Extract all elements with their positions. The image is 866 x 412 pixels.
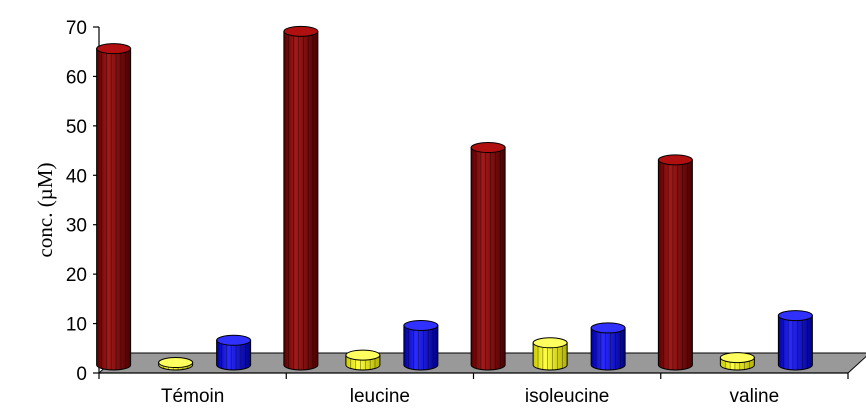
x-tick-label: isoleucine: [525, 386, 610, 407]
y-tick-label: 50: [66, 117, 87, 138]
bar-top: [470, 142, 506, 154]
bar-body: [657, 159, 693, 371]
x-tick-label: Témoin: [161, 386, 224, 407]
bar-body: [777, 315, 813, 371]
bar-body: [470, 147, 506, 371]
bar: [657, 154, 693, 371]
bar-top: [216, 334, 252, 346]
y-tick-label: 30: [66, 216, 87, 237]
bar-top: [657, 154, 693, 166]
bar: [96, 43, 132, 371]
bar: [283, 25, 319, 371]
bar-top: [532, 337, 568, 349]
bar: [470, 142, 506, 371]
bar-top: [777, 310, 813, 322]
y-tick-label: 10: [66, 315, 87, 336]
bar-top: [158, 357, 194, 369]
bar-top: [590, 322, 626, 334]
y-axis-label: conc. (µM): [33, 163, 57, 258]
bar: [719, 352, 755, 371]
bar: [590, 322, 626, 371]
y-tick-label: 20: [66, 265, 87, 286]
bar-body: [96, 48, 132, 371]
y-tick-label: 70: [66, 18, 87, 39]
bar-body: [403, 324, 439, 371]
bar-body: [532, 342, 568, 371]
bar: [216, 334, 252, 371]
bar-body: [283, 30, 319, 371]
bar-body: [590, 327, 626, 371]
y-tick-label: 40: [66, 166, 87, 187]
bar: [345, 349, 381, 371]
bar-body: [216, 339, 252, 371]
bar: [532, 337, 568, 371]
bar: [777, 310, 813, 371]
y-tick-label: 0: [76, 364, 87, 385]
bar-top: [719, 352, 755, 364]
x-tick-label: valine: [730, 386, 780, 407]
x-tick-label: leucine: [350, 386, 410, 407]
bar-top: [96, 43, 132, 55]
bar-top: [345, 349, 381, 361]
bar: [158, 357, 194, 371]
bar-top: [403, 319, 439, 331]
bar: [403, 319, 439, 371]
bar-top: [283, 25, 319, 37]
y-tick-label: 60: [66, 67, 87, 88]
